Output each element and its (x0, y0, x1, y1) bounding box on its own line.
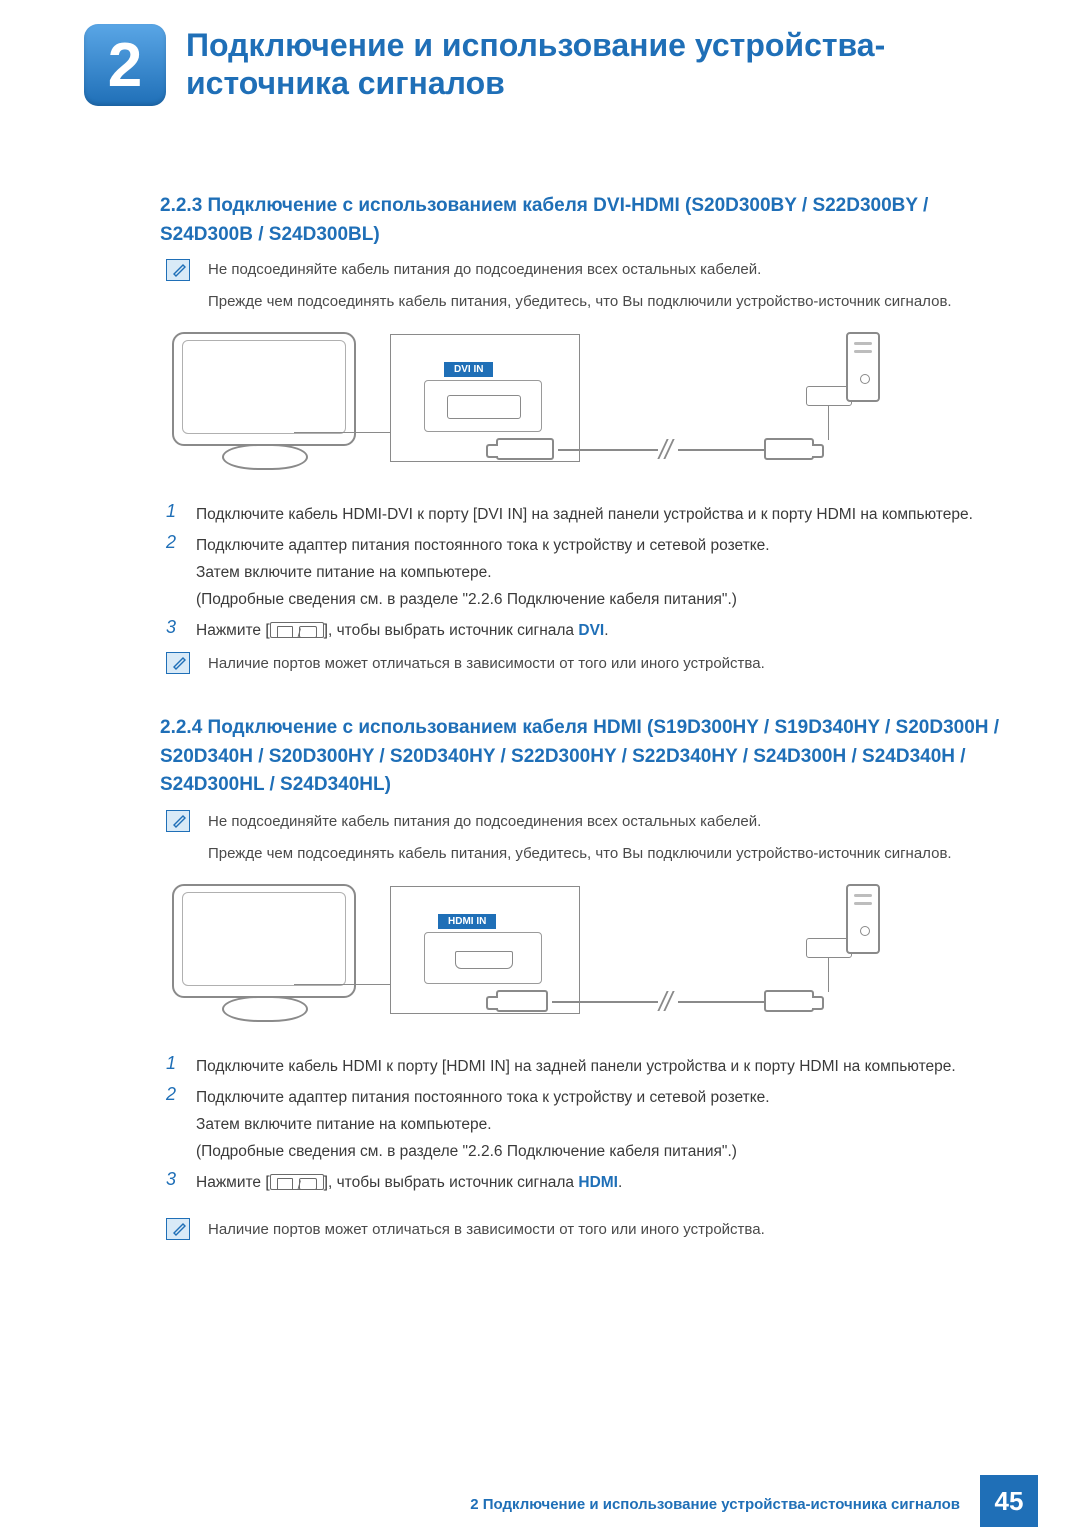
footer-page-number: 45 (980, 1475, 1038, 1527)
note-text-224-1: Не подсоединяйте кабель питания до подсо… (208, 811, 1020, 833)
step-224-2a: Подключите адаптер питания постоянного т… (196, 1086, 1020, 1110)
note-icon (166, 652, 190, 674)
text: Подключение кабеля питания".) (507, 591, 737, 608)
footer-text: 2 Подключение и использование устройства… (470, 1496, 960, 1513)
hdmi-plug (496, 990, 548, 1012)
leader-line (828, 958, 829, 992)
cable-break (658, 991, 676, 1011)
step-223-3: Нажмите [/], чтобы выбрать источник сигн… (196, 619, 1020, 643)
diagram-223: DVI IN (166, 326, 886, 482)
port-plate (424, 380, 542, 432)
section-224-heading: 2.2.4 Подключение с использованием кабел… (160, 714, 1020, 800)
step-224-2c: (Подробные сведения см. в разделе "2.2.6… (196, 1140, 1020, 1164)
monitor-stand (222, 996, 308, 1022)
page: 2 Подключение и использование устройства… (0, 0, 1080, 1527)
step-number: 3 (166, 1169, 184, 1190)
step-number: 1 (166, 1053, 184, 1074)
step-number: 1 (166, 501, 184, 522)
pc-tower (846, 332, 880, 402)
step-223-1: Подключите кабель HDMI-DVI к порту [DVI … (196, 503, 1020, 527)
note-text-224-2: Прежде чем подсоединять кабель питания, … (208, 843, 1020, 865)
text: . (618, 1174, 622, 1191)
cable (558, 449, 658, 451)
text: Нажмите [ (196, 1174, 270, 1191)
leader-line (294, 984, 390, 985)
cable (678, 1001, 764, 1003)
text: ], чтобы выбрать источник сигнала (324, 1174, 579, 1191)
step-number: 2 (166, 1084, 184, 1105)
diagram-224: HDMI IN (166, 878, 886, 1034)
step-223-2a: Подключите адаптер питания постоянного т… (196, 534, 1020, 558)
hdmi-plug (764, 990, 814, 1012)
step-number: 3 (166, 617, 184, 638)
cable-break (658, 439, 676, 459)
note-text-224-3: Наличие портов может отличаться в зависи… (208, 1219, 1020, 1241)
step-224-1: Подключите кабель HDMI к порту [HDMI IN]… (196, 1055, 1020, 1079)
note-text-223-1: Не подсоединяйте кабель питания до подсо… (208, 259, 1020, 281)
monitor-panel (182, 340, 346, 434)
note-text-223-2: Прежде чем подсоединять кабель питания, … (208, 291, 1020, 313)
cable (552, 1001, 658, 1003)
port-label-dvi: DVI IN (444, 362, 493, 377)
step-223-2b: Затем включите питание на компьютере. (196, 561, 1020, 585)
source-button-icon: / (270, 622, 324, 638)
port-plate (424, 932, 542, 984)
note-icon (166, 1218, 190, 1240)
note-text-223-3: Наличие портов может отличаться в зависи… (208, 653, 1020, 675)
chapter-badge: 2 (84, 24, 166, 106)
section-223-heading: 2.2.3 Подключение с использованием кабел… (160, 192, 1020, 249)
cable (678, 449, 764, 451)
step-number: 2 (166, 532, 184, 553)
note-icon (166, 259, 190, 281)
signal-name: DVI (578, 622, 604, 639)
text: (Подробные сведения см. в разделе "2.2.6 (196, 591, 507, 608)
step-224-3: Нажмите [/], чтобы выбрать источник сигн… (196, 1171, 1020, 1195)
leader-line (828, 406, 829, 440)
hdmi-plug (764, 438, 814, 460)
note-icon (166, 810, 190, 832)
text: . (604, 622, 608, 639)
signal-name: HDMI (578, 1174, 618, 1191)
step-224-2b: Затем включите питание на компьютере. (196, 1113, 1020, 1137)
text: Нажмите [ (196, 622, 270, 639)
chapter-title: Подключение и использование устройства-и… (186, 26, 1020, 103)
port-label-hdmi: HDMI IN (438, 914, 496, 929)
source-button-icon: / (270, 1174, 324, 1190)
dvi-plug (496, 438, 554, 460)
monitor-stand (222, 444, 308, 470)
text: ], чтобы выбрать источник сигнала (324, 622, 579, 639)
text: Подключение кабеля питания".) (507, 1143, 737, 1160)
monitor-panel (182, 892, 346, 986)
leader-line (294, 432, 390, 433)
pc-tower (846, 884, 880, 954)
text: (Подробные сведения см. в разделе "2.2.6 (196, 1143, 507, 1160)
step-223-2c: (Подробные сведения см. в разделе "2.2.6… (196, 588, 1020, 612)
footer: 2 Подключение и использование устройства… (0, 1475, 1080, 1527)
